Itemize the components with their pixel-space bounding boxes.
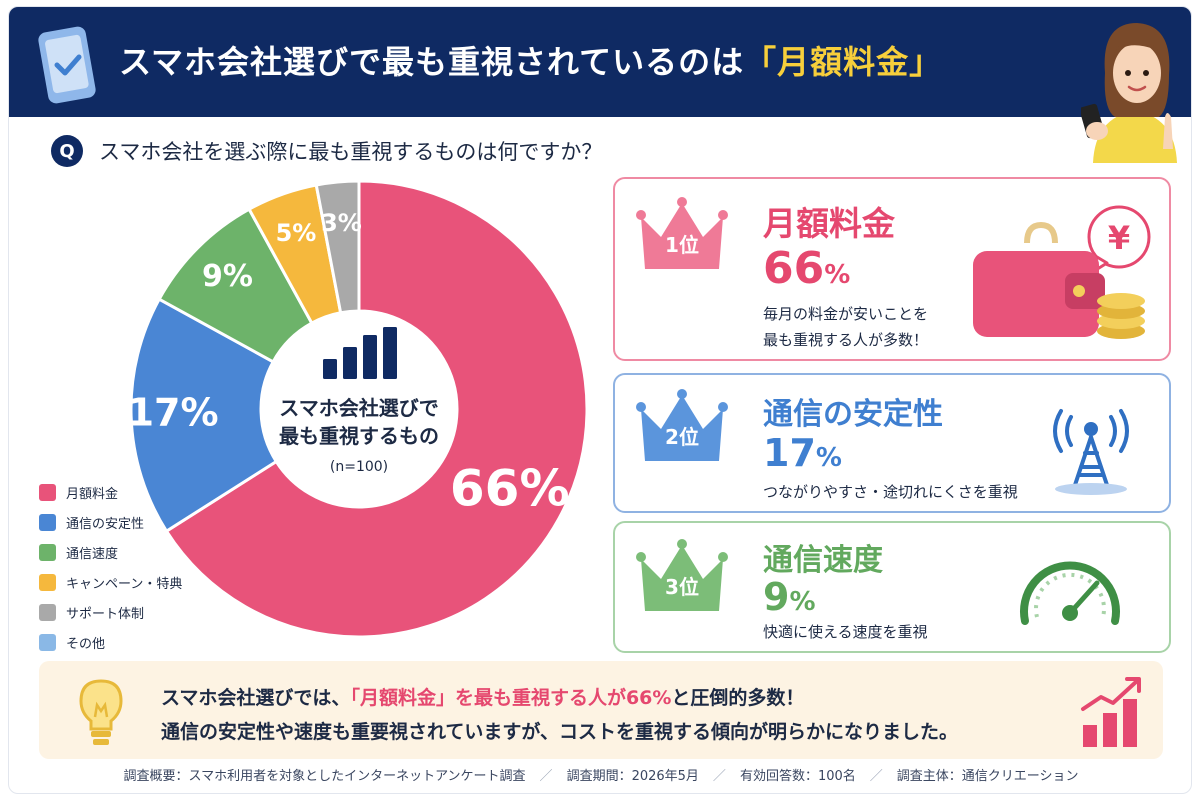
- summary-box: スマホ会社選びでは、「月額料金」を最も重視する人が66%と圧倒的多数！ 通信の安…: [39, 661, 1163, 759]
- header-banner: スマホ会社選びで最も重視されているのは「月額料金」: [9, 7, 1191, 117]
- question-row: Q スマホ会社を選ぶ際に最も重視するものは何ですか？: [51, 135, 602, 167]
- rank-card-1: 1位 月額料金 66% 毎月の料金が安いことを 最も重視する人が多数！ ¥: [613, 177, 1171, 361]
- summary-line1-b: 「月額料金」を最も重視する人が66%: [350, 687, 672, 709]
- legend-swatch: [39, 573, 56, 591]
- summary-line1-a: スマホ会社選びでは、: [161, 687, 351, 709]
- rank-pct-num-1: 66: [763, 243, 825, 294]
- crown-icon: [636, 389, 728, 461]
- legend-swatch: [39, 513, 56, 531]
- crown-icon: [636, 539, 728, 611]
- infographic: スマホ会社選びで最も重視されているのは「月額料金」 Q スマホ会社を選ぶ際に最も…: [8, 6, 1192, 794]
- slice-value-label-2: 17%: [128, 390, 219, 434]
- footer-responses: 有効回答数：100名: [739, 769, 856, 784]
- slice-value-label-1: 66%: [450, 459, 570, 517]
- legend-item: サポート体制: [39, 597, 239, 627]
- rank-pct-3: 9%: [763, 575, 816, 619]
- legend-item: 月額料金: [39, 477, 239, 507]
- rank-desc-1: 毎月の料金が安いことを 最も重視する人が多数！: [763, 301, 928, 353]
- footer-separator: ／: [712, 769, 726, 784]
- speedometer-icon: [1020, 561, 1120, 625]
- chart-legend: 月額料金通信の安定性 通信速度キャンペーン・特典 サポート体制 その他: [39, 477, 239, 657]
- rank-desc-3: 快適に使える速度を重視: [763, 623, 928, 641]
- slice-value-label-5: 3%: [321, 209, 362, 237]
- crown-icon: [636, 197, 728, 269]
- legend-item: 通信の安定性: [39, 507, 239, 537]
- rank-pct-unit-2: %: [815, 443, 842, 473]
- title-highlight: 「月額料金」: [744, 43, 943, 81]
- rank-desc-1-line2: 最も重視する人が多数！: [763, 331, 929, 349]
- page-title: スマホ会社選びで最も重視されているのは「月額料金」: [119, 37, 942, 83]
- footer-separator: ／: [539, 769, 553, 784]
- legend-label: サポート体制: [66, 606, 145, 622]
- rank-pct-1: 66%: [763, 243, 850, 294]
- legend-label: 通信速度: [66, 546, 119, 562]
- rank-label-2: 2位: [665, 425, 699, 449]
- legend-swatch: [39, 543, 56, 561]
- rank-crown-3: 3位: [635, 537, 729, 617]
- rank-pct-2: 17%: [763, 431, 842, 475]
- rank-card-3: 3位 通信速度 9% 快適に使える速度を重視: [613, 521, 1171, 653]
- slice-value-label-3: 9%: [202, 259, 253, 294]
- center-label-line2: 最も重視するもの: [279, 424, 439, 448]
- legend-item: その他: [39, 627, 239, 657]
- footer-separator: ／: [869, 769, 883, 784]
- rank-pct-unit-3: %: [789, 587, 816, 617]
- donut-chart: スマホ会社選びで 最も重視するもの (n=100) 66% 17% 9% 5% 3%: [128, 179, 589, 639]
- footer-overview: 調査概要：スマホ利用者を対象としたインターネットアンケート調査: [123, 769, 526, 784]
- legend-label: 月額料金: [66, 486, 119, 502]
- survey-footer: 調査概要：スマホ利用者を対象としたインターネットアンケート調査 ／ 調査期間：202…: [9, 765, 1191, 784]
- rank-label-3: 3位: [665, 575, 699, 599]
- footer-period: 調査期間：2026年5月: [566, 769, 699, 784]
- signal-bars-icon: [323, 327, 397, 379]
- rank-name-2: 通信の安定性: [763, 397, 943, 432]
- summary-line1-c: と圧倒的多数！: [671, 687, 805, 709]
- signal-tower-icon: [1053, 409, 1129, 495]
- rank-name-3: 通信速度: [763, 543, 883, 578]
- rank-crown-1: 1位: [635, 195, 729, 275]
- rank-pct-num-2: 17: [763, 431, 816, 475]
- slice-value-label-4: 5%: [276, 219, 317, 247]
- question-text: スマホ会社を選ぶ際に最も重視するものは何ですか？: [99, 140, 603, 164]
- donut-slice-1: [164, 179, 589, 639]
- summary-line1: スマホ会社選びでは、「月額料金」を最も重視する人が66%と圧倒的多数！: [161, 683, 804, 710]
- rank-card-2: 2位 通信の安定性 17% つながりやすさ・途切れにくさを重視: [613, 373, 1171, 513]
- smartphone-check-icon: [38, 26, 96, 104]
- rank-pct-unit-1: %: [824, 260, 851, 290]
- question-badge: Q: [51, 135, 83, 167]
- lightbulb-icon: [79, 679, 123, 745]
- legend-label: キャンペーン・特典: [66, 576, 183, 592]
- legend-swatch: [39, 483, 56, 501]
- legend-item: 通信速度: [39, 537, 239, 567]
- center-label-line1: スマホ会社選びで: [279, 396, 438, 420]
- legend-swatch: [39, 633, 56, 651]
- rank-desc-1-line1: 毎月の料金が安いことを: [763, 305, 929, 323]
- rank-crown-2: 2位: [635, 387, 729, 467]
- rank-pct-num-3: 9: [763, 575, 790, 619]
- wallet-yen-icon: ¥: [973, 205, 1151, 339]
- rising-bars-chart-icon: [1081, 677, 1141, 747]
- rank-desc-2: つながりやすさ・途切れにくさを重視: [763, 483, 1018, 501]
- svg-text:¥: ¥: [1108, 219, 1130, 257]
- legend-label: その他: [66, 636, 106, 652]
- footer-organizer: 調査主体：通信クリエーション: [896, 769, 1079, 784]
- legend-swatch: [39, 603, 56, 621]
- rank-name-1: 月額料金: [763, 204, 895, 243]
- rank-label-1: 1位: [665, 233, 699, 257]
- legend-item: キャンペーン・特典: [39, 567, 239, 597]
- woman-with-phone-illustration: [1081, 23, 1177, 163]
- summary-line2: 通信の安定性や速度も重要視されていますが、コストを重視する傾向が明らかになりまし…: [161, 721, 959, 743]
- legend-label: 通信の安定性: [66, 516, 145, 532]
- title-main: スマホ会社選びで最も重視されているのは: [119, 43, 745, 81]
- center-sample-size: (n=100): [330, 459, 388, 475]
